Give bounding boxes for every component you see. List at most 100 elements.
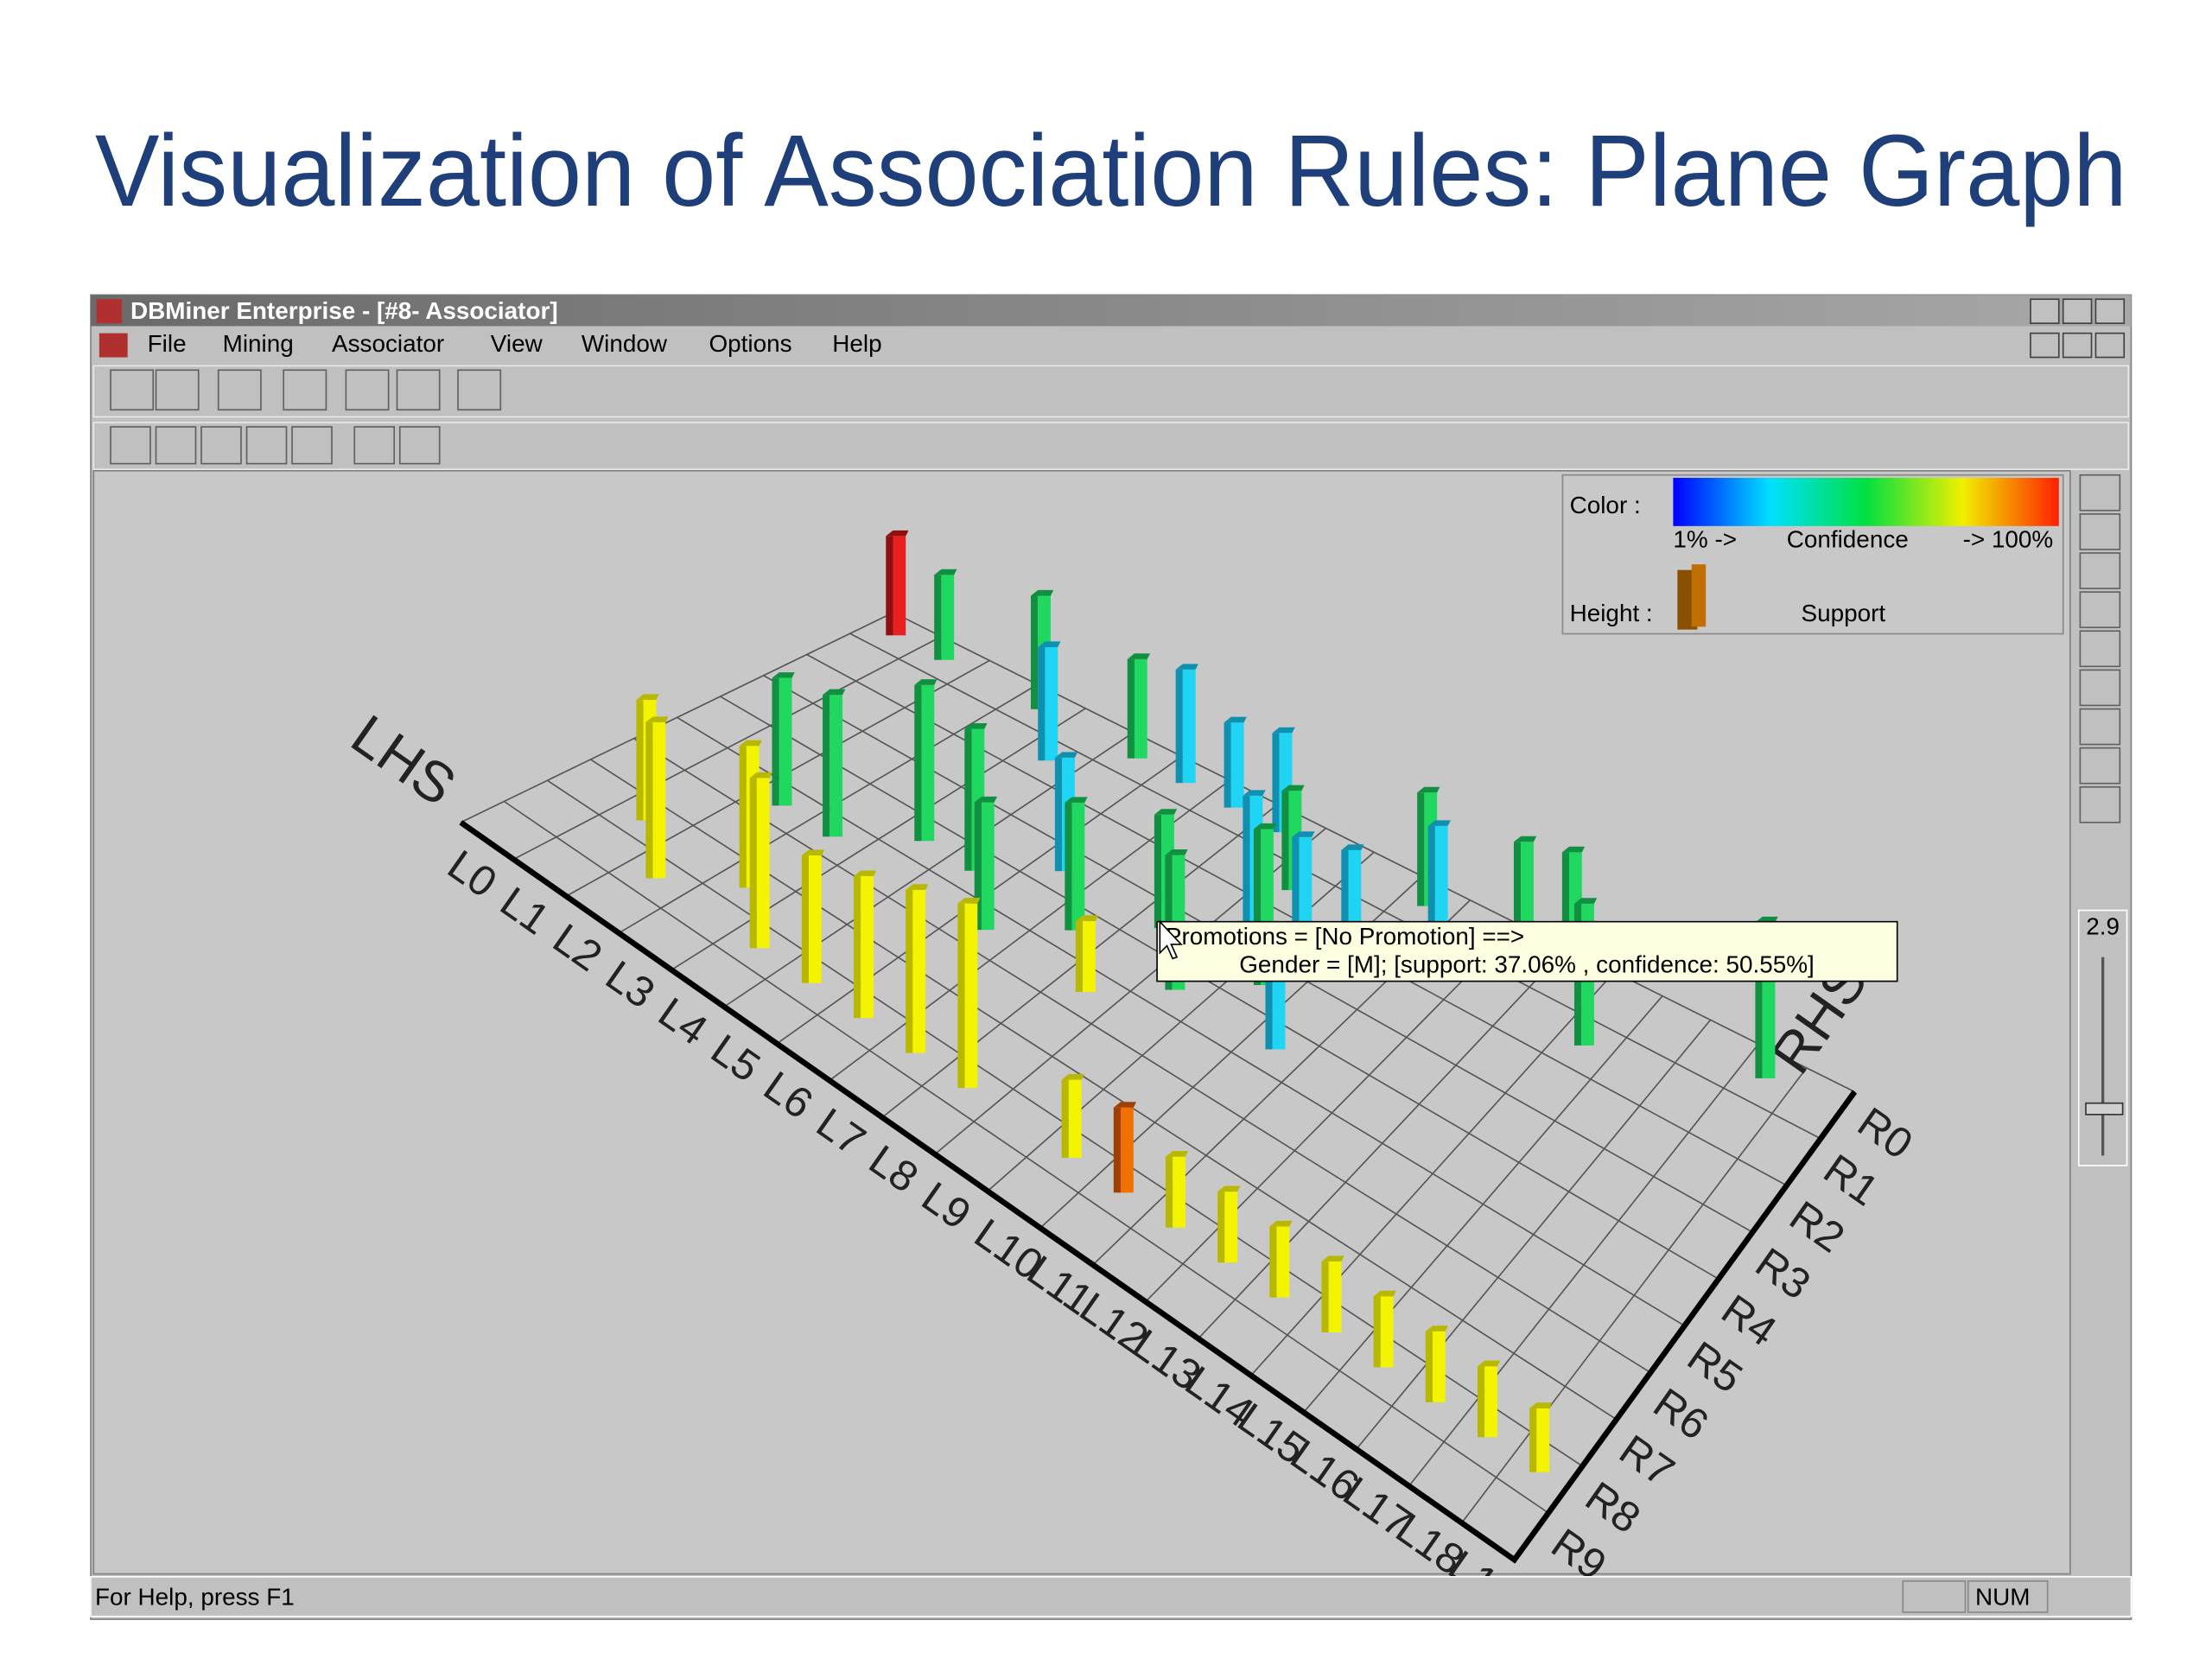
bar-side <box>1253 829 1262 986</box>
bar-top <box>914 679 938 685</box>
bar-top <box>906 884 929 890</box>
window-button[interactable] <box>2094 332 2126 359</box>
bar-top <box>1175 664 1198 670</box>
tool-button[interactable] <box>110 426 151 465</box>
bar-side <box>1321 1261 1329 1332</box>
bar-face <box>912 889 926 1053</box>
bar-top <box>1030 589 1054 596</box>
bar-side <box>645 721 653 879</box>
bar-side <box>1113 1107 1122 1193</box>
legend-label: 1% -> <box>1673 525 1737 552</box>
bar-face <box>809 855 822 983</box>
bar-face <box>941 575 955 660</box>
side-button[interactable] <box>2079 708 2121 746</box>
side-button[interactable] <box>2079 785 2121 823</box>
bar-top <box>957 898 981 904</box>
bar-top <box>1127 653 1151 659</box>
side-button[interactable] <box>2079 591 2121 628</box>
window-button[interactable] <box>2062 332 2093 359</box>
bar-top <box>1573 898 1598 904</box>
bar-side <box>1513 842 1522 956</box>
bar-side <box>1272 733 1280 833</box>
bar-top <box>739 740 762 747</box>
window-controls <box>2030 298 2126 359</box>
bar-face <box>1134 658 1147 759</box>
bar-top <box>974 796 997 803</box>
bar-side <box>1243 795 1250 924</box>
bar-top <box>1341 844 1364 850</box>
menu-item[interactable]: Associator <box>332 330 444 357</box>
bar-top <box>886 530 909 537</box>
bar-top <box>801 849 825 856</box>
side-button[interactable] <box>2079 552 2121 589</box>
bar-face <box>1173 1156 1185 1228</box>
bar-top <box>1281 785 1305 791</box>
bar-face <box>861 876 874 1019</box>
window-button[interactable] <box>2030 298 2060 324</box>
bar-side <box>1427 825 1435 969</box>
bar-side <box>1165 1156 1173 1228</box>
bar-top <box>823 689 846 696</box>
side-button[interactable] <box>2079 513 2121 550</box>
tool-button[interactable] <box>398 426 441 465</box>
bar-side <box>1269 1226 1277 1298</box>
grid-line <box>460 612 894 823</box>
menu-item[interactable]: Help <box>832 330 881 357</box>
tool-button[interactable] <box>353 426 396 465</box>
bar-top <box>1065 797 1088 803</box>
bar-side <box>1561 852 1570 981</box>
slider-thumb[interactable] <box>2085 1102 2124 1116</box>
window-button[interactable] <box>2094 298 2126 324</box>
bar-face <box>756 778 770 949</box>
window-button[interactable] <box>2030 332 2060 359</box>
side-button[interactable] <box>2079 669 2121 707</box>
app-icon <box>96 299 123 324</box>
bar-face <box>1224 1192 1238 1263</box>
menu-item[interactable]: Options <box>709 330 792 357</box>
bar-face <box>1276 1226 1290 1298</box>
legend-label: Color : <box>1570 492 1641 518</box>
tool-button[interactable] <box>155 426 197 465</box>
bar-side <box>1265 950 1273 1050</box>
tool-button[interactable] <box>110 369 155 411</box>
menu-item[interactable]: View <box>491 330 543 357</box>
bar-side <box>1075 920 1084 993</box>
window-button[interactable] <box>2062 298 2093 324</box>
bar-side <box>1038 646 1046 761</box>
side-button[interactable] <box>2079 474 2121 512</box>
side-button[interactable] <box>2079 747 2121 785</box>
tool-button[interactable] <box>457 369 502 411</box>
tool-button[interactable] <box>345 369 390 411</box>
bar-face <box>1045 646 1058 761</box>
tool-button[interactable] <box>200 426 242 465</box>
bar-top <box>934 569 957 575</box>
bar-top <box>1113 1102 1137 1108</box>
bar-side <box>772 677 779 806</box>
menu-item[interactable]: Mining <box>223 330 294 357</box>
side-button[interactable] <box>2079 630 2121 668</box>
bar-side <box>1281 791 1289 891</box>
menu-item[interactable]: Window <box>582 330 668 357</box>
bar-face <box>779 677 792 806</box>
bar-side <box>853 876 861 1019</box>
bar-top <box>1529 1402 1553 1408</box>
tool-button[interactable] <box>155 369 200 411</box>
menu-item[interactable]: File <box>148 330 187 357</box>
legend-label: Height : <box>1570 600 1653 626</box>
tool-button[interactable] <box>245 426 288 465</box>
tool-button[interactable] <box>291 426 333 465</box>
bar-top <box>749 772 772 779</box>
bar-top <box>1321 1255 1344 1262</box>
bar-side <box>1292 836 1300 951</box>
bar-side <box>1127 658 1135 759</box>
bar-face <box>1083 920 1096 993</box>
bar-face <box>921 684 935 842</box>
bar-top <box>1272 727 1295 734</box>
grid-line <box>633 737 1651 1374</box>
bar-top <box>1292 831 1315 837</box>
tool-button[interactable] <box>217 369 262 411</box>
bar-side <box>886 536 893 636</box>
bar-top <box>1165 849 1188 855</box>
tool-button[interactable] <box>396 369 441 411</box>
tool-button[interactable] <box>283 369 327 411</box>
